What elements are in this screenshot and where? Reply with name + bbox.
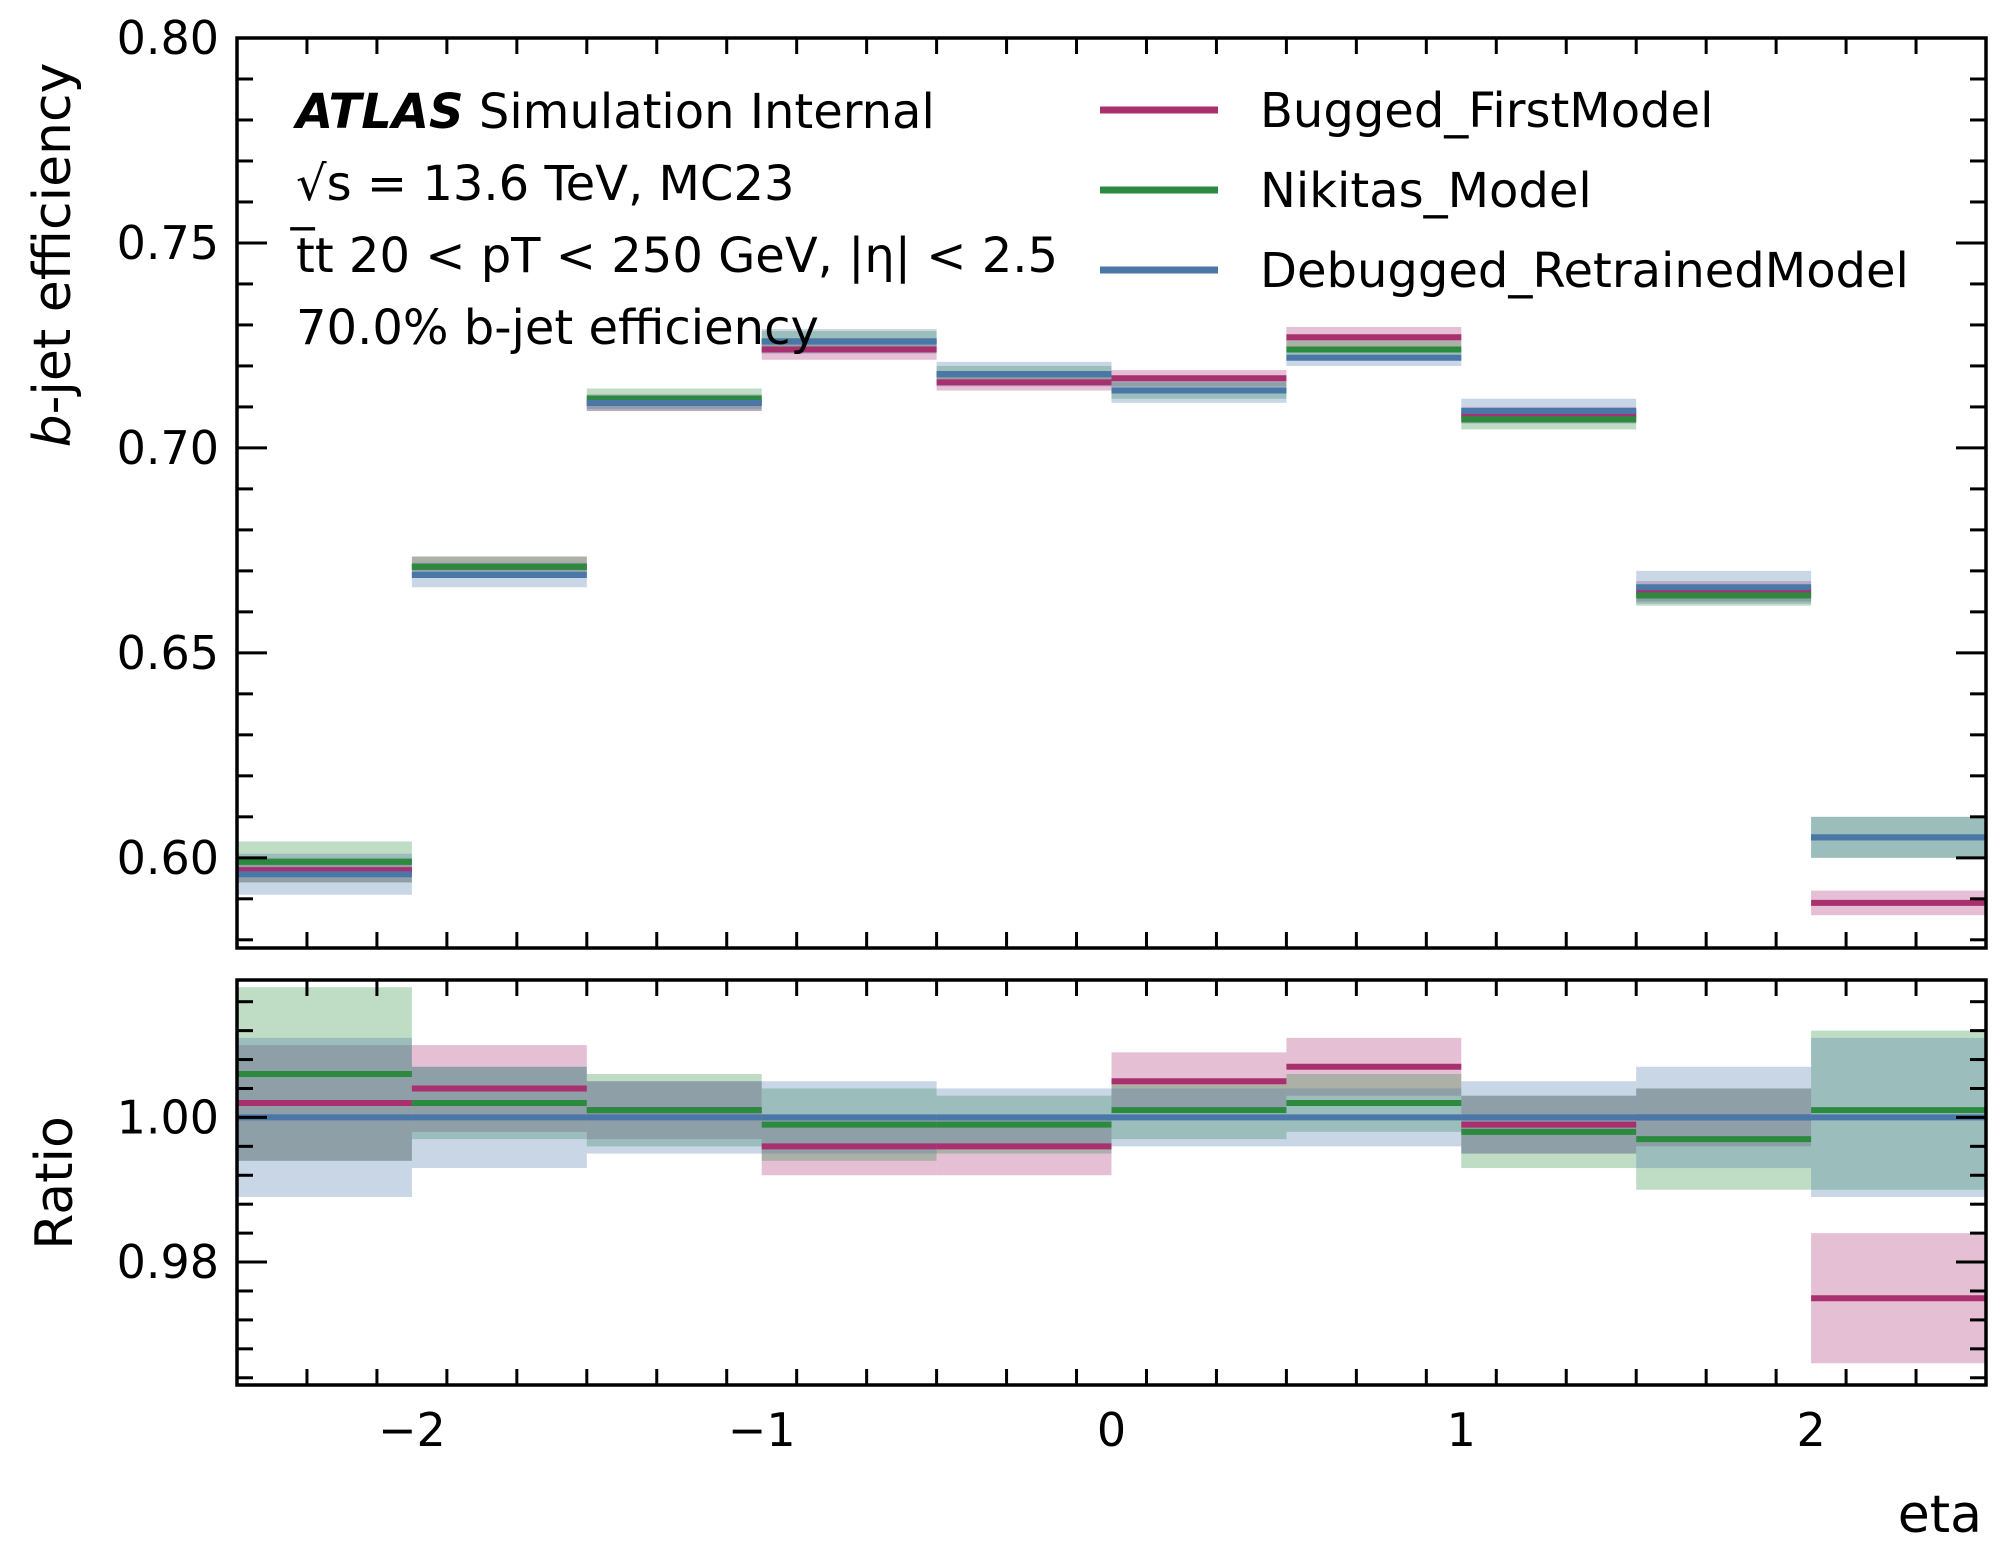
x-tick-label: 1: [1447, 1403, 1476, 1457]
top-ytick-label: 0.80: [117, 11, 219, 65]
top-panel: 0.60 0.65 0.70 0.75 0.80 b-jet efficiency: [23, 11, 1988, 950]
ratio-panel: 0.98 1.00 Ratio: [25, 978, 1988, 1387]
atlas-label: ATLAS: [292, 84, 464, 140]
top-series-lines: [237, 334, 1986, 906]
ratio-y-axis-label: Ratio: [25, 1116, 85, 1250]
x-tick-label: 2: [1796, 1403, 1825, 1457]
top-panel-frame: [235, 36, 1988, 950]
top-ytick-label: 0.60: [117, 831, 219, 885]
legend-entry-label: Bugged_FirstModel: [1260, 83, 1713, 139]
svg-text:ATLAS Simulation Internal: ATLAS Simulation Internal: [292, 84, 935, 140]
top-y-axis-label: b-jet efficiency: [23, 63, 83, 448]
legend: Bugged_FirstModel Nikitas_Model Debugged_R…: [1100, 83, 1909, 299]
top-ytick-label: 0.70: [117, 421, 219, 475]
top-uncertainty-bands: [237, 326, 1986, 916]
atlas-status: [464, 84, 479, 140]
ratio-ytick-label: 0.98: [117, 1235, 219, 1289]
annotation-selection: t̅t 20 < pT < 250 GeV, |η| < 2.5: [290, 226, 1058, 284]
x-tick-labels: −2 −1 0 1 2: [378, 1403, 1826, 1457]
plot-annotation: ATLAS Simulation Internal √s = 13.6 TeV,…: [290, 84, 1058, 356]
top-ytick-label: 0.65: [117, 626, 219, 680]
ratio-panel-frame: [235, 978, 1988, 1387]
x-axis-label: eta: [1898, 1485, 1982, 1545]
legend-entry-label: Debugged_RetrainedModel: [1260, 243, 1909, 299]
x-tick-label: −2: [378, 1403, 446, 1457]
top-axis-ticks: 0.60 0.65 0.70 0.75 0.80: [117, 11, 1988, 948]
top-ytick-label: 0.75: [117, 216, 219, 270]
x-tick-label: −1: [728, 1403, 796, 1457]
legend-entry-label: Nikitas_Model: [1260, 163, 1592, 219]
ratio-ytick-label: 1.00: [117, 1090, 219, 1144]
atlas-status-text: Simulation Internal: [479, 84, 935, 140]
ratio-uncertainty-bands: [237, 987, 1986, 1364]
annotation-working-point: 70.0% b-jet efficiency: [296, 300, 819, 356]
x-tick-label: 0: [1097, 1403, 1126, 1457]
annotation-energy: √s = 13.6 TeV, MC23: [296, 156, 795, 212]
